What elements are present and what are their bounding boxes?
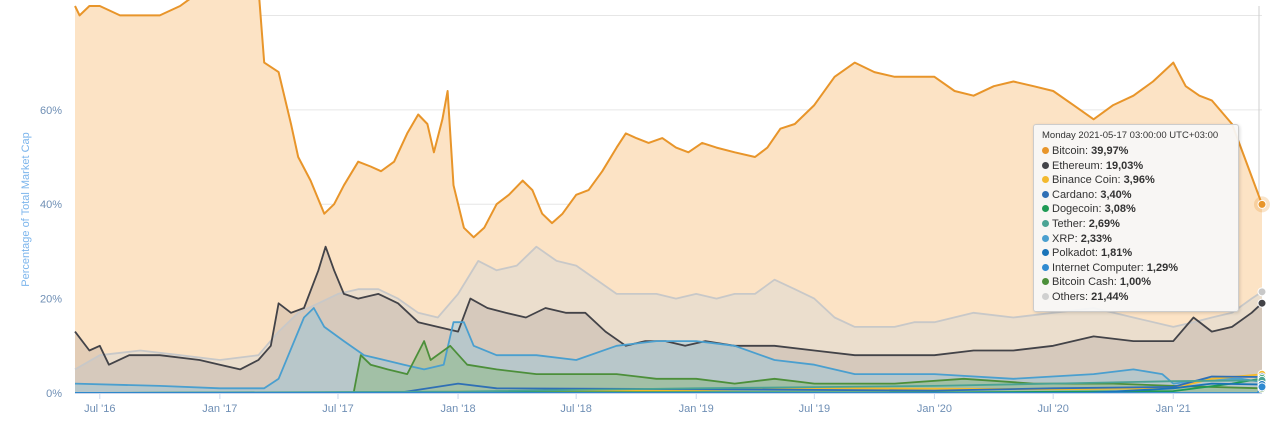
legend-dot-icon [1042, 278, 1049, 286]
legend-dot-icon [1042, 190, 1049, 198]
x-tick-label: Jul '19 [799, 403, 830, 415]
x-tick-label: Jul '16 [84, 403, 115, 415]
tooltip-row-xrp: XRP: 2,33% [1042, 232, 1232, 247]
tooltip-row-dogecoin: Dogecoin: 3,08% [1042, 202, 1232, 217]
tooltip-series-value: 3,08% [1104, 203, 1136, 216]
tooltip-rows: Bitcoin: 39,97% Ethereum: 19,03% Binance C… [1042, 144, 1232, 305]
series-line-ethereum[interactable] [74, 245, 1263, 371]
x-tick-label: Jan '18 [440, 403, 475, 415]
tooltip-series-name: Polkadot [1052, 247, 1095, 260]
tooltip-row-others: Others: 21,44% [1042, 290, 1232, 305]
legend-dot-icon [1042, 219, 1049, 227]
tooltip-series-value: 19,03% [1105, 159, 1144, 172]
tooltip-row-bitcoin-cash: Bitcoin Cash: 1,00% [1042, 275, 1232, 290]
tooltip-series-value: 21,44% [1091, 290, 1129, 303]
legend-dot-icon [1042, 161, 1049, 169]
tooltip-row-cardano: Cardano: 3,40% [1042, 188, 1232, 203]
tooltip-series-value: 1,29% [1146, 261, 1178, 274]
x-tick-label: Jan '20 [917, 403, 952, 415]
tooltip-series-value: 1,81% [1100, 247, 1133, 260]
y-axis-ticks: 0% 20% 40% 60% [40, 105, 62, 400]
tooltip-series-value: 1,00% [1119, 276, 1152, 289]
tooltip-series-name: Tether [1052, 217, 1083, 230]
x-tick-label: Jul '20 [1037, 403, 1068, 415]
tooltip-series-name: Bitcoin [1052, 145, 1086, 157]
tooltip-series-value: 3,40% [1100, 188, 1132, 201]
tooltip-series-value: 3,96% [1123, 174, 1155, 187]
y-tick-label: 60% [40, 105, 62, 117]
hover-tooltip: Monday 2021-05-17 03:00:00 UTC+03:00 Bit… [1033, 124, 1239, 312]
y-axis-title: Percentage of Total Market Cap [20, 132, 32, 287]
tooltip-row-binance-coin: Binance Coin: 3,96% [1042, 173, 1232, 188]
tooltip-series-name: Internet Computer [1052, 261, 1141, 274]
x-tick-label: Jan '21 [1156, 403, 1191, 415]
y-tick-label: 0% [46, 388, 62, 400]
tooltip-series-value: 39,97% [1091, 145, 1129, 157]
tooltip-series-name: Dogecoin [1052, 203, 1099, 216]
series-line-bitcoin[interactable] [74, 0, 1263, 239]
series-line-tether[interactable] [74, 379, 1263, 394]
y-tick-label: 20% [40, 294, 62, 306]
series-line-others[interactable] [74, 245, 1263, 371]
marker-internet-computer [1257, 382, 1267, 392]
tooltip-series-name: Bitcoin Cash [1052, 276, 1114, 289]
tooltip-row-bitcoin: Bitcoin: 39,97% [1042, 144, 1232, 159]
x-axis-ticks: Jul '16 Jan '17 Jul '17 Jan '18 Jul '18 Jan '… [75, 393, 1262, 415]
series-lines[interactable] [74, 0, 1263, 394]
x-tick-label: Jul '18 [560, 403, 591, 415]
legend-dot-icon [1042, 292, 1049, 300]
tooltip-row-ethereum: Ethereum: 19,03% [1042, 159, 1232, 174]
tooltip-series-value: 2,69% [1088, 217, 1120, 230]
tooltip-series-name: Binance Coin [1052, 174, 1118, 187]
legend-dot-icon [1042, 249, 1049, 257]
series-line-bitcoin-cash[interactable] [75, 340, 1263, 394]
tooltip-row-internet-computer: Internet Computer: 1,29% [1042, 261, 1232, 276]
x-tick-label: Jul '17 [322, 403, 353, 415]
x-tick-label: Jan '17 [202, 403, 237, 415]
hover-markers [1254, 196, 1270, 393]
tooltip-series-name: Others [1052, 290, 1086, 303]
legend-dot-icon [1042, 205, 1049, 213]
marker-others [1257, 287, 1267, 297]
tooltip-row-tether: Tether: 2,69% [1042, 217, 1232, 232]
series-area-xrp[interactable] [75, 308, 1262, 393]
series-area-bitcoin-cash[interactable] [75, 341, 1262, 393]
series-line-xrp[interactable] [74, 307, 1263, 390]
tooltip-date: Monday 2021-05-17 03:00:00 UTC+03:00 [1042, 130, 1219, 141]
legend-dot-icon [1042, 263, 1049, 271]
tooltip-series-name: XRP [1052, 232, 1075, 245]
marker-ethereum [1257, 298, 1267, 308]
marker-bitcoin [1257, 199, 1267, 209]
tooltip-row-polkadot: Polkadot: 1,81% [1042, 246, 1232, 261]
tooltip-series-name: Ethereum [1052, 159, 1100, 172]
legend-dot-icon [1042, 234, 1049, 242]
tooltip-series-value: 2,33% [1080, 232, 1112, 245]
legend-dot-icon [1042, 176, 1049, 184]
y-tick-label: 40% [40, 199, 62, 211]
tooltip-series-name: Cardano [1052, 188, 1095, 201]
legend-dot-icon [1042, 147, 1049, 154]
x-tick-label: Jan '19 [679, 403, 714, 415]
